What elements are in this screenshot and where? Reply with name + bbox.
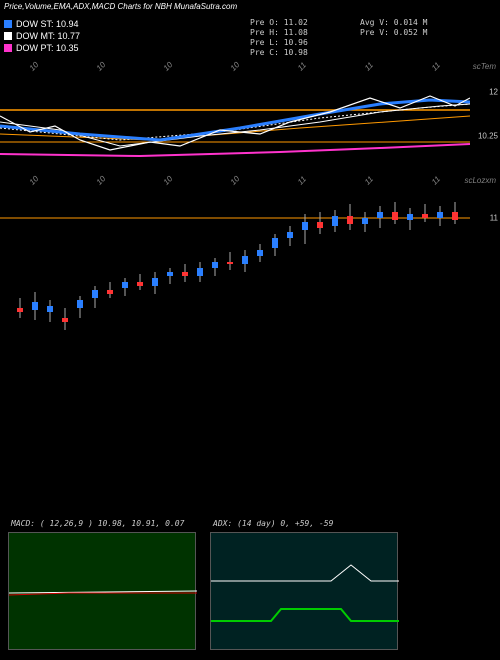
macd-panel: MACD: ( 12,26,9 ) 10.98, 10.91, 0.07 [8,532,196,650]
legend: DOW ST: 10.94DOW MT: 10.77DOW PT: 10.35 [4,18,80,54]
pre-info: Pre O: 11.02Pre H: 11.08Pre L: 10.96Pre … [250,18,308,58]
legend-swatch [4,32,12,40]
pane-top-label: scTem [473,62,496,71]
x-axis-ticks-top: 10101010111111 [0,62,470,74]
x-axis-ticks-mid: 10101010111111 [0,176,470,188]
legend-label: DOW PT: 10.35 [16,42,79,54]
pane-mid-chart [0,190,470,340]
adx-panel: ADX: (14 day) 0, +59, -59 [210,532,398,650]
macd-chart [9,533,197,651]
pane-top-chart [0,78,470,168]
legend-label: DOW MT: 10.77 [16,30,80,42]
avg-info: Avg V: 0.014 MPre V: 0.052 M [360,18,427,38]
chart-title: Price,Volume,EMA,ADX,MACD Charts for NBH… [4,2,237,11]
legend-label: DOW ST: 10.94 [16,18,79,30]
adx-header: ADX: (14 day) 0, +59, -59 [213,519,333,528]
legend-swatch [4,44,12,52]
adx-chart [211,533,399,651]
legend-swatch [4,20,12,28]
macd-header: MACD: ( 12,26,9 ) 10.98, 10.91, 0.07 [11,519,184,528]
